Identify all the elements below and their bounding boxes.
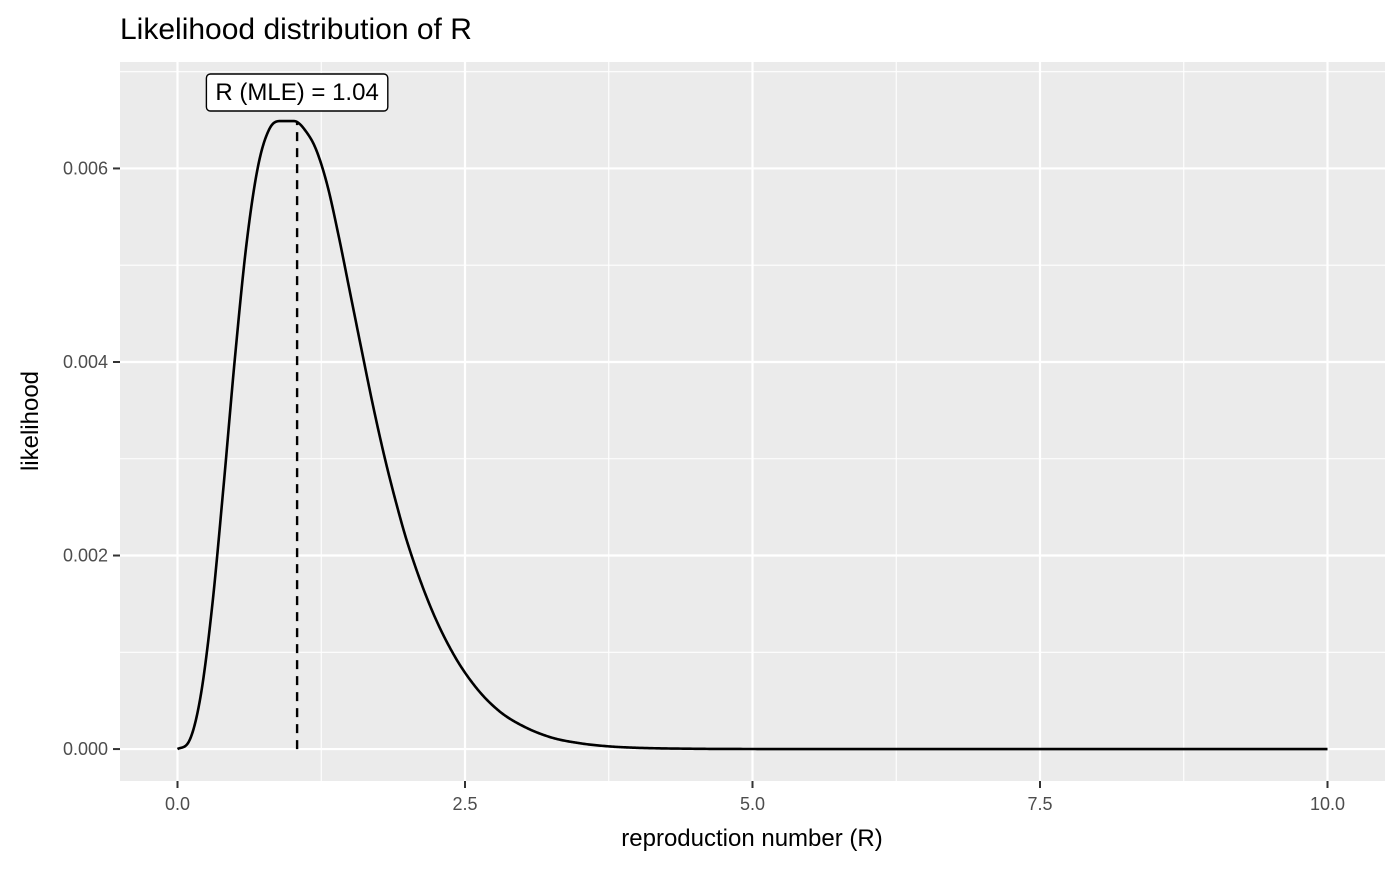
mle-label-box [205,73,389,112]
axis-ticks: 0.0 2.5 5.0 7.5 10.0 0.000 0.002 0.004 0.006 [63,158,1345,814]
x-tick-label: 7.5 [1027,794,1052,814]
mle-label: R (MLE) = 1.04 [205,73,389,112]
chart-title: Likelihood distribution of R [120,13,472,46]
y-tick-label: 0.004 [63,352,108,372]
x-tick-label: 2.5 [452,794,477,814]
x-tick-label: 10.0 [1310,794,1345,814]
mle-label-text: R (MLE) = 1.04 [215,79,378,106]
y-tick-label: 0.006 [63,158,108,178]
data-layer: R (MLE) = 1.04 [176,73,1328,751]
x-tick-label: 0.0 [165,794,190,814]
likelihood-curve [176,119,1328,751]
x-axis-title: reproduction number (R) [621,825,882,852]
y-axis-title: likelihood [17,371,44,471]
y-tick-label: 0.002 [63,546,108,566]
x-tick-label: 5.0 [740,794,765,814]
y-tick-label: 0.000 [63,739,108,759]
